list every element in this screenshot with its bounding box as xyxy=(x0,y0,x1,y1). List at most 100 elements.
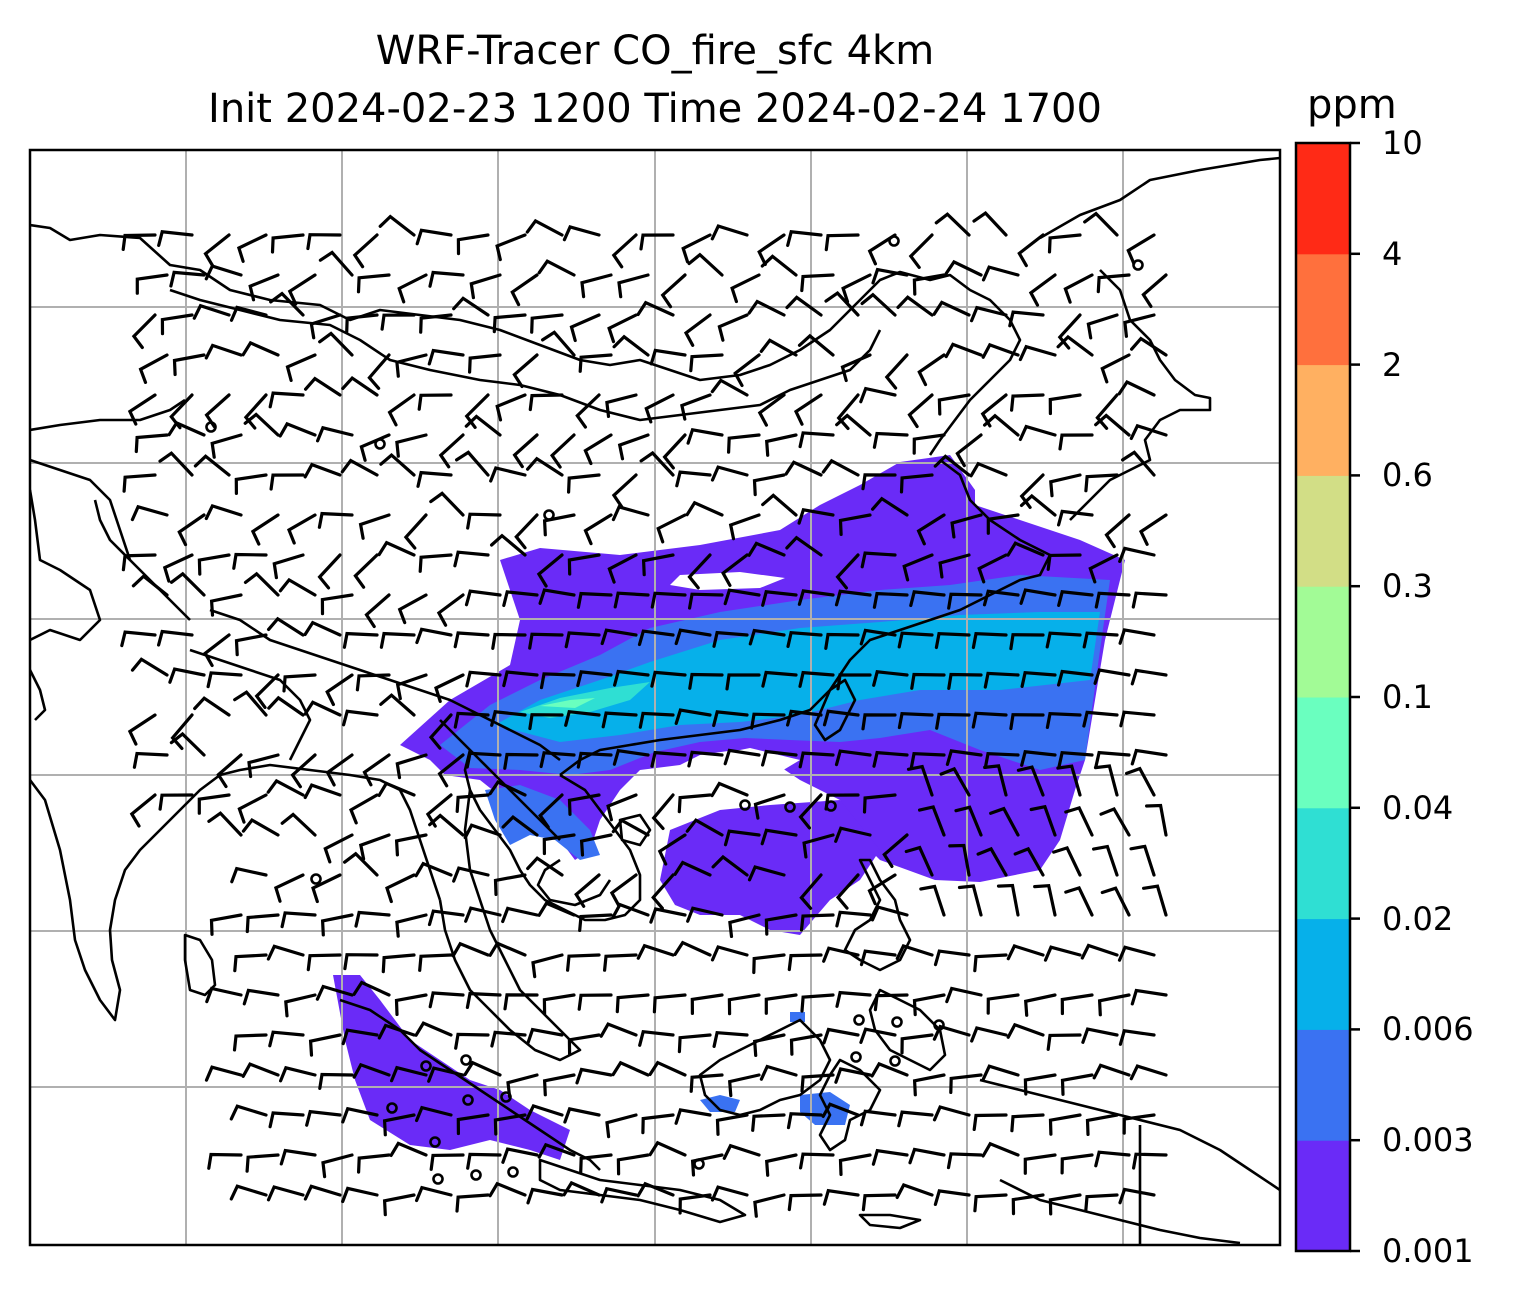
wind-barb xyxy=(760,254,798,277)
border-india-nepal xyxy=(189,648,312,761)
wind-barb xyxy=(562,1180,601,1197)
wind-barb xyxy=(1060,993,1094,1016)
wind-barb xyxy=(316,425,354,443)
calm-wind-circle xyxy=(889,1055,901,1067)
wind-barb xyxy=(912,1073,946,1097)
wind-barb xyxy=(859,628,897,646)
wind-barb xyxy=(835,553,860,590)
wind-barb xyxy=(798,793,823,830)
wind-barb xyxy=(897,1110,934,1128)
wind-barb xyxy=(397,273,428,304)
wind-barb xyxy=(1097,993,1131,1017)
coast-korea-japan xyxy=(1039,156,1280,240)
wind-barb xyxy=(489,466,527,483)
wind-barb xyxy=(657,833,687,866)
wind-barb xyxy=(309,313,342,340)
wind-barb xyxy=(453,550,490,568)
wind-barb xyxy=(727,993,761,1016)
wind-barb xyxy=(177,513,206,547)
wind-barb xyxy=(937,393,971,416)
coast-gulf-thailand xyxy=(536,858,612,907)
wind-barb xyxy=(757,393,786,427)
wind-barb xyxy=(870,905,909,922)
map-panel xyxy=(30,150,1280,1245)
wind-barb xyxy=(303,700,342,717)
wind-barb xyxy=(715,1113,749,1136)
wind-barb xyxy=(728,913,761,938)
wind-barb xyxy=(789,1033,823,1056)
wind-barb xyxy=(465,751,502,769)
wind-barb xyxy=(1123,313,1156,338)
wind-barb xyxy=(900,1033,934,1055)
wind-barb xyxy=(377,781,416,797)
wind-barb xyxy=(1118,628,1156,645)
wind-barb xyxy=(649,907,687,924)
wind-barb xyxy=(130,504,169,522)
wind-barb xyxy=(912,993,946,1017)
colorbar-tick-label: 2 xyxy=(1382,345,1403,384)
wind-barb xyxy=(269,291,305,317)
wind-barb xyxy=(761,493,798,517)
wind-barb xyxy=(1046,1033,1082,1051)
calm-wind-circle xyxy=(888,235,900,247)
wind-barb xyxy=(730,273,761,304)
wind-barb xyxy=(538,793,564,829)
wind-barb xyxy=(600,628,638,646)
wind-barb xyxy=(972,210,1008,237)
wind-barb xyxy=(1092,844,1119,877)
wind-barb xyxy=(834,589,872,607)
wind-barb xyxy=(502,670,539,688)
wind-barb xyxy=(282,673,317,693)
wind-barb xyxy=(1018,424,1057,441)
wind-barb xyxy=(131,313,157,350)
wind-barb xyxy=(748,628,786,646)
wind-barb xyxy=(381,953,416,974)
wind-barb xyxy=(932,300,971,317)
wind-barb xyxy=(1045,631,1082,649)
wind-barb xyxy=(787,1193,823,1212)
wind-barb xyxy=(549,433,576,469)
wind-barb xyxy=(747,865,786,882)
colorbar-tick-label: 0.001 xyxy=(1382,1232,1474,1270)
wind-barb xyxy=(1093,764,1119,797)
wind-barb xyxy=(902,553,934,582)
wind-barb xyxy=(394,993,428,1016)
wind-barb xyxy=(512,433,539,469)
wind-barb xyxy=(428,713,453,750)
wind-barb xyxy=(567,793,601,816)
colorbar xyxy=(1294,141,1360,1253)
wind-barb xyxy=(428,270,465,288)
wind-barb xyxy=(538,588,576,605)
wind-barb xyxy=(563,1107,601,1124)
calm-wind-circle xyxy=(429,1136,441,1148)
wind-barb xyxy=(577,993,613,1011)
wind-barb xyxy=(526,856,564,877)
wind-barb xyxy=(1141,273,1168,308)
wind-barb xyxy=(1045,712,1082,729)
wind-barb xyxy=(822,1027,860,1045)
wind-barb xyxy=(464,393,490,429)
wind-barb xyxy=(209,913,243,936)
wind-barb xyxy=(797,589,835,606)
wind-barb xyxy=(414,1021,453,1037)
wind-barb xyxy=(760,828,798,846)
wind-barb xyxy=(601,711,638,729)
wind-barb xyxy=(415,627,453,645)
wind-barb xyxy=(230,866,268,884)
wind-barb xyxy=(356,273,391,294)
wind-barb xyxy=(490,710,527,727)
wind-barb xyxy=(612,334,650,357)
wind-barb xyxy=(1130,668,1168,686)
wind-barb xyxy=(576,591,613,609)
wind-barb xyxy=(428,991,465,1009)
wind-barb xyxy=(605,393,638,418)
wind-barb xyxy=(1104,513,1131,549)
wind-barb xyxy=(1049,473,1082,498)
wind-barb xyxy=(434,673,465,703)
wind-barb xyxy=(205,986,243,1004)
wind-barb xyxy=(802,833,835,859)
wind-barb xyxy=(872,591,909,609)
wind-barb xyxy=(1064,805,1094,837)
wind-barb xyxy=(785,535,823,557)
wind-barb xyxy=(690,1153,724,1177)
